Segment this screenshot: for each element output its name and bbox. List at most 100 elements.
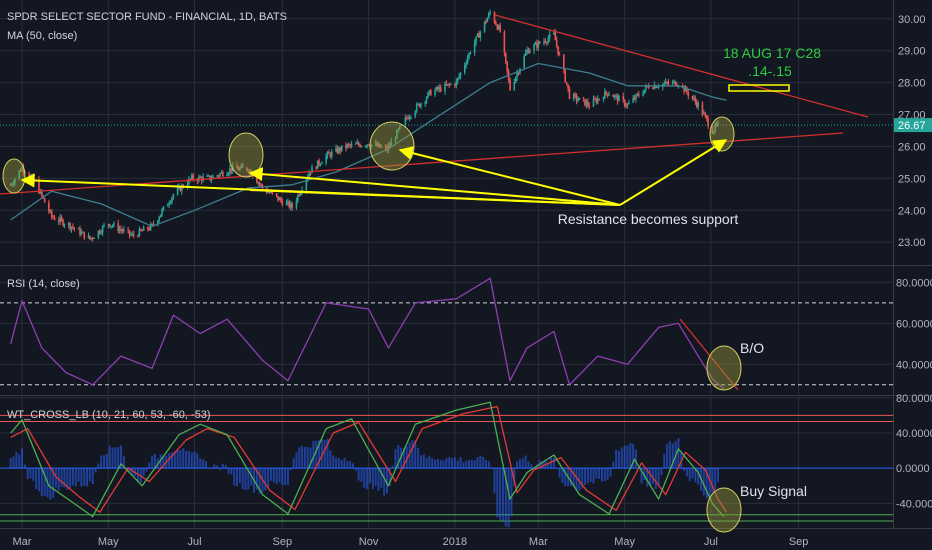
wt1-line: [10, 401, 725, 518]
wt-diff-bar: [21, 448, 23, 469]
candle-body: [485, 21, 487, 23]
candle-body: [151, 223, 153, 225]
x-tick-label: Sep: [789, 536, 809, 548]
wt-diff-bar: [694, 468, 697, 483]
candle-body: [48, 202, 50, 212]
rsi-panel[interactable]: [0, 277, 893, 390]
wt-cross-panel[interactable]: [0, 401, 893, 528]
candle-body: [427, 92, 429, 98]
price-panel[interactable]: [0, 9, 893, 242]
candle-body: [469, 52, 472, 54]
wt-cross-label: WT_CROSS_LB (10, 21, 60, 53, -60, -53): [7, 409, 211, 421]
candle-body: [319, 164, 322, 166]
candle-body: [667, 82, 670, 84]
candle-body: [80, 232, 83, 235]
candle-body: [101, 226, 104, 233]
wt-diff-bar: [558, 468, 561, 478]
candle-body: [188, 178, 190, 185]
option-price-label: .14-.15: [748, 63, 792, 79]
candle-body: [355, 143, 357, 145]
rsi-breakout-circle: [706, 345, 742, 391]
wt-diff-bar: [422, 454, 425, 469]
candle-body: [572, 94, 575, 99]
wt-diff-bar: [315, 440, 318, 469]
candle-body: [424, 101, 426, 104]
wt-diff-bar: [507, 468, 510, 528]
candle-body: [428, 90, 431, 93]
wt-diff-bar: [318, 440, 321, 469]
candle-body: [486, 17, 489, 23]
candle-body: [505, 52, 507, 62]
candle-body: [207, 175, 210, 177]
candle-body: [130, 234, 132, 236]
wt-diff-bar: [640, 468, 643, 484]
candle-body: [437, 87, 439, 90]
candle-body: [121, 230, 124, 232]
candle-body: [79, 228, 81, 235]
candle-body: [613, 95, 616, 98]
candle-body: [595, 99, 598, 103]
wt-diff-bar: [547, 462, 550, 469]
candle-body: [553, 32, 555, 35]
wt-diff-bar: [238, 468, 241, 483]
wt-diff-bar: [97, 463, 100, 469]
candle-body: [455, 81, 458, 86]
wt-diff-bar: [456, 460, 459, 469]
wt-diff-bar: [646, 468, 649, 487]
candle-body: [63, 224, 66, 226]
wt-diff-bar: [151, 455, 154, 469]
candle-body: [318, 160, 320, 165]
candle-body: [489, 12, 492, 14]
wt-diff-bar: [380, 468, 383, 488]
candle-body: [523, 55, 525, 69]
wt-diff-bar: [309, 447, 312, 469]
wt-diff-bar: [419, 455, 422, 469]
wt-diff-bar: [103, 455, 106, 469]
candle-body: [239, 167, 241, 171]
wt-diff-bar: [326, 438, 329, 469]
x-tick-label: Mar: [529, 536, 548, 548]
candle-body: [246, 167, 248, 171]
candle-body: [142, 227, 145, 231]
candle-body: [338, 147, 340, 153]
candle-body: [38, 179, 40, 194]
candle-body: [605, 91, 608, 94]
wt-diff-bar: [66, 468, 69, 490]
candle-body: [666, 81, 668, 83]
candle-body: [537, 41, 540, 48]
candle-body: [82, 231, 84, 233]
candle-body: [267, 192, 269, 194]
price-tick-label: 26.00: [898, 141, 926, 153]
annotation-layer[interactable]: [0, 14, 869, 533]
wt-diff-bar: [485, 459, 487, 469]
x-tick-label: Jul: [704, 536, 718, 548]
price-tick-label: 29.00: [898, 46, 926, 58]
wt-diff-bar: [26, 468, 29, 480]
wt-diff-bar: [286, 468, 289, 486]
wt-diff-bar: [405, 446, 408, 469]
candle-body: [536, 42, 538, 48]
wt-diff-bar: [303, 446, 306, 469]
price-tick-label: 30.00: [898, 14, 926, 26]
candle-body: [53, 217, 56, 220]
candle-body: [192, 175, 194, 180]
candle-body: [400, 124, 402, 127]
wt-diff-bar: [617, 450, 620, 469]
candle-body: [336, 147, 339, 153]
wt-tick-label: 80.0000: [896, 393, 932, 405]
candle-body: [628, 102, 630, 105]
wt-diff-bar: [383, 468, 386, 496]
wt-diff-bar: [275, 468, 278, 485]
candle-body: [43, 198, 46, 203]
candle-body: [240, 165, 243, 168]
rsi-label: RSI (14, close): [7, 278, 80, 290]
wt-diff-bar: [490, 466, 493, 469]
x-tick-label: Sep: [273, 536, 293, 548]
wt-diff-bar: [666, 443, 669, 469]
wt-diff-bar: [357, 468, 360, 481]
wt-diff-bar: [391, 465, 394, 469]
candle-body: [280, 198, 282, 201]
candle-body: [19, 170, 22, 172]
wt-diff-bar: [329, 450, 332, 469]
